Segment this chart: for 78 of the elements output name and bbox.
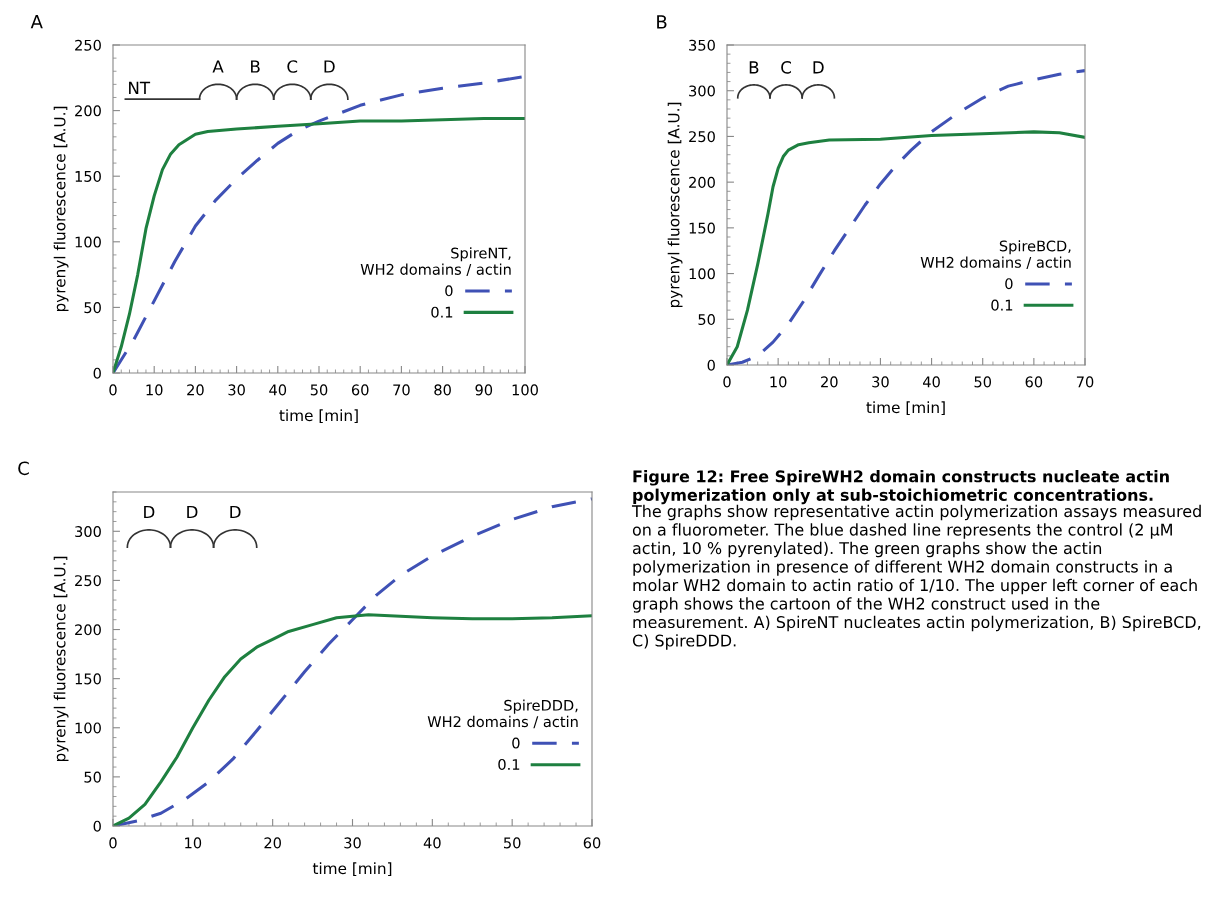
- annotation: D: [144, 505, 155, 519]
- y-tick-label: 50: [84, 302, 101, 314]
- annotation: D: [324, 60, 335, 73]
- x-tick-label: 20: [821, 376, 838, 388]
- x-tick-label: 40: [923, 376, 940, 388]
- y-tick-label: 250: [689, 131, 715, 143]
- annotation: NT: [129, 81, 151, 95]
- y-tick-label: 50: [698, 314, 715, 326]
- y-tick-label: 200: [75, 105, 101, 117]
- x-tick-label: 50: [974, 376, 992, 388]
- x-tick-label: 100: [512, 384, 538, 396]
- x-tick-label: 0: [109, 384, 117, 396]
- annotation: D: [813, 61, 824, 74]
- y-tick-label: 200: [75, 624, 101, 636]
- x-tick-label: 30: [228, 384, 245, 396]
- y-tick-label: 100: [689, 268, 715, 280]
- y-tick-label: 50: [84, 771, 101, 783]
- y-tick-label: 100: [75, 236, 101, 248]
- x-tick-label: 40: [423, 837, 441, 849]
- legend-label: 0.1: [991, 299, 1013, 311]
- x-tick-label: 70: [393, 384, 410, 396]
- x-tick-label: 0: [109, 837, 117, 849]
- annotation: C: [781, 61, 791, 74]
- x-tick-label: 70: [1076, 376, 1094, 388]
- annotation: B: [251, 60, 260, 73]
- legend-label: 0.1: [498, 758, 520, 770]
- annotation: B: [749, 61, 759, 74]
- legend-label: 0: [512, 737, 520, 749]
- caption: Figure 12: Free SpireWH2 domain constructs nucleate actin polymerization only at sub-stoichiometric concentrations.: [633, 470, 1169, 505]
- chart-title: C: [18, 461, 29, 476]
- legend-label: 0: [1005, 278, 1013, 290]
- y-tick-label: 250: [75, 39, 101, 51]
- x-tick-label: 20: [187, 384, 204, 396]
- annotation: A: [212, 60, 224, 73]
- x-tick-label: 50: [310, 384, 328, 396]
- x-tick-label: 30: [344, 837, 361, 849]
- y-tick-label: 300: [689, 85, 715, 97]
- x-tick-label: 40: [269, 384, 287, 396]
- x-tick-label: 60: [583, 837, 601, 849]
- annotation: D: [230, 505, 241, 519]
- chart-title: B: [657, 15, 667, 29]
- x-tick-label: 10: [770, 376, 787, 388]
- y-tick-label: 100: [75, 722, 101, 734]
- x-axis-title: time [min]: [279, 409, 358, 423]
- y-tick-label: 200: [689, 176, 715, 188]
- y-tick-label: 150: [689, 222, 715, 234]
- x-tick-label: 50: [504, 837, 521, 849]
- x-axis-title: time [min]: [312, 862, 392, 876]
- x-axis-title: time [min]: [866, 401, 945, 415]
- x-tick-label: 0: [723, 376, 731, 388]
- y-tick-label: 300: [75, 526, 101, 538]
- legend-label: 0: [445, 285, 453, 297]
- y-axis-title: pyrenyl fluorescence [A.U.]: [53, 556, 69, 762]
- annotation: C: [287, 60, 298, 73]
- y-tick-label: 150: [75, 673, 101, 685]
- y-axis-title: pyrenyl fluorescence [A.U.]: [53, 106, 69, 312]
- x-tick-label: 30: [872, 376, 889, 388]
- legend-label: 0.1: [431, 306, 453, 318]
- y-tick-label: 150: [75, 170, 101, 182]
- x-tick-label: 60: [351, 384, 369, 396]
- x-tick-label: 10: [185, 837, 202, 849]
- x-tick-label: 60: [1025, 376, 1043, 388]
- text: The graphs show representative actin polymerization assays measured on a fluorometer. The blue dashed line represents the control (2 µM actin, 10 % pyrenylated). The green graphs show the actin polymerization in presence of different WH2 domain constructs in a molar WH2 domain to actin ratio of 1/10. The upper left corner of each graph shows the cartoon of the WH2 construct used in the measurement. A) SpireNT nucleates actin polymerization, B) SpireBCD, C) SpireDDD.: [631, 504, 1201, 650]
- annotation: D: [187, 505, 198, 519]
- y-tick-label: 350: [689, 39, 715, 51]
- x-tick-label: 20: [264, 837, 281, 849]
- x-tick-label: 80: [434, 384, 451, 396]
- x-tick-label: 10: [146, 384, 163, 396]
- x-tick-label: 90: [475, 384, 493, 396]
- chart-title: A: [30, 14, 43, 29]
- legend-title: SpireDDD, WH2 domains / actin: [427, 699, 578, 729]
- y-tick-label: 0: [93, 367, 101, 379]
- y-tick-label: 0: [93, 820, 101, 832]
- y-tick-label: 250: [75, 575, 101, 587]
- y-axis-title: pyrenyl fluorescence [A.U.]: [667, 102, 683, 308]
- legend-title: SpireNT, WH2 domains / actin: [360, 247, 511, 277]
- y-tick-label: 0: [707, 359, 715, 371]
- legend-title: SpireBCD, WH2 domains / actin: [920, 240, 1071, 269]
